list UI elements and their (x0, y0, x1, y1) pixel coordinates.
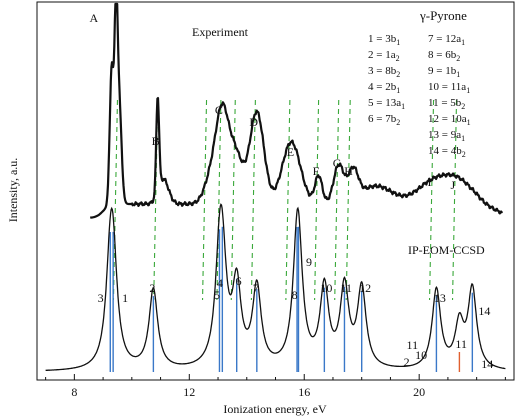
peak-label: 1 (122, 291, 128, 305)
band-label: J (451, 178, 456, 192)
band-label: F (313, 164, 320, 178)
peak-label: 11 (455, 337, 467, 351)
assignment-dashed-line (314, 99, 320, 301)
legend-entry: 2 = 1a2 (368, 49, 400, 63)
legend-entry: 6 = 7b2 (368, 113, 400, 127)
peak-label: 5 (214, 288, 220, 302)
peak-label: 6 (236, 274, 242, 288)
assignment-dashed-line (428, 99, 435, 301)
x-tick-label: 12 (183, 385, 195, 399)
peak-label: 14 (478, 304, 490, 318)
assignment-dashed-line (451, 99, 458, 301)
peak-label: 14 (481, 357, 493, 371)
legend-entry: 7 = 12a1 (428, 33, 465, 47)
x-tick-label: 20 (413, 385, 425, 399)
legend-entry: 5 = 13a1 (368, 97, 405, 111)
experiment-spectrum-line (89, 2, 504, 219)
x-axis-ticks: 8 12 16 20 (45, 374, 506, 399)
band-label: I (428, 175, 432, 189)
band-label: B (152, 134, 160, 148)
legend-entry: 12 = 10a1 (428, 113, 471, 127)
assignment-dashed-line (250, 99, 256, 301)
band-label: C (215, 103, 223, 117)
assignment-dashed-line (345, 99, 351, 301)
experiment-band-labels: A B C D E FGH I J (89, 11, 455, 192)
assignment-legend: 1 = 3b1 7 = 12a1 2 = 1a2 8 = 6b2 3 = 8b2 9 = … (368, 33, 471, 159)
band-label: E (287, 145, 294, 159)
peak-label: 11 (407, 338, 419, 352)
peak-label: 2 (149, 281, 155, 295)
assignment-lines (112, 99, 458, 301)
legend-entry: 14 = 4b2 (428, 145, 466, 159)
x-tick-label: 16 (298, 385, 310, 399)
peak-label: 11 (340, 281, 352, 295)
assignment-dashed-line (153, 99, 159, 301)
band-label: G (333, 156, 342, 170)
assignment-dashed-line (112, 99, 119, 301)
peak-label: 2 (404, 355, 410, 369)
legend-entry: 4 = 2b1 (368, 81, 400, 95)
chart-title: γ-Pyrone (419, 8, 467, 23)
peak-label: 3 (98, 291, 104, 305)
assignment-dashed-line (216, 99, 222, 301)
peak-label: 7 (253, 281, 259, 295)
x-axis-label: Ionization energy, eV (223, 402, 327, 416)
experiment-label: Experiment (192, 25, 249, 39)
assignment-dashed-line (285, 99, 291, 301)
calculated-sticks (109, 226, 474, 372)
legend-entry: 13 = 9a1 (428, 129, 465, 143)
peak-label: 10 (320, 281, 332, 295)
y-axis-label: Intensity, a.u. (6, 158, 20, 223)
legend-entry: 3 = 8b2 (368, 65, 400, 79)
peak-label: 8 (292, 288, 298, 302)
calculated-curve (45, 203, 506, 371)
legend-entry: 8 = 6b2 (428, 49, 460, 63)
assignment-dashed-line (201, 99, 208, 301)
legend-entry: 1 = 3b1 (368, 33, 400, 47)
band-label: D (249, 115, 258, 129)
assignment-dashed-line (334, 99, 340, 301)
legend-entry: 11 = 5b2 (428, 97, 465, 111)
legend-entry: 9 = 1b1 (428, 65, 460, 79)
peak-label: 10 (415, 348, 427, 362)
peak-label: 12 (359, 281, 371, 295)
x-tick-label: 8 (71, 385, 77, 399)
legend-entry: 10 = 11a1 (428, 81, 470, 95)
experiment-curve (89, 2, 504, 219)
band-label: H (344, 164, 353, 178)
theory-label: IP-EOM-CCSD (408, 243, 485, 257)
assignment-dashed-line (230, 99, 236, 301)
peak-label: 9 (306, 255, 312, 269)
peak-label: 4 (217, 276, 223, 290)
calculated-spectrum-line (45, 203, 506, 371)
band-label: A (89, 11, 98, 25)
peak-label: 13 (434, 291, 446, 305)
